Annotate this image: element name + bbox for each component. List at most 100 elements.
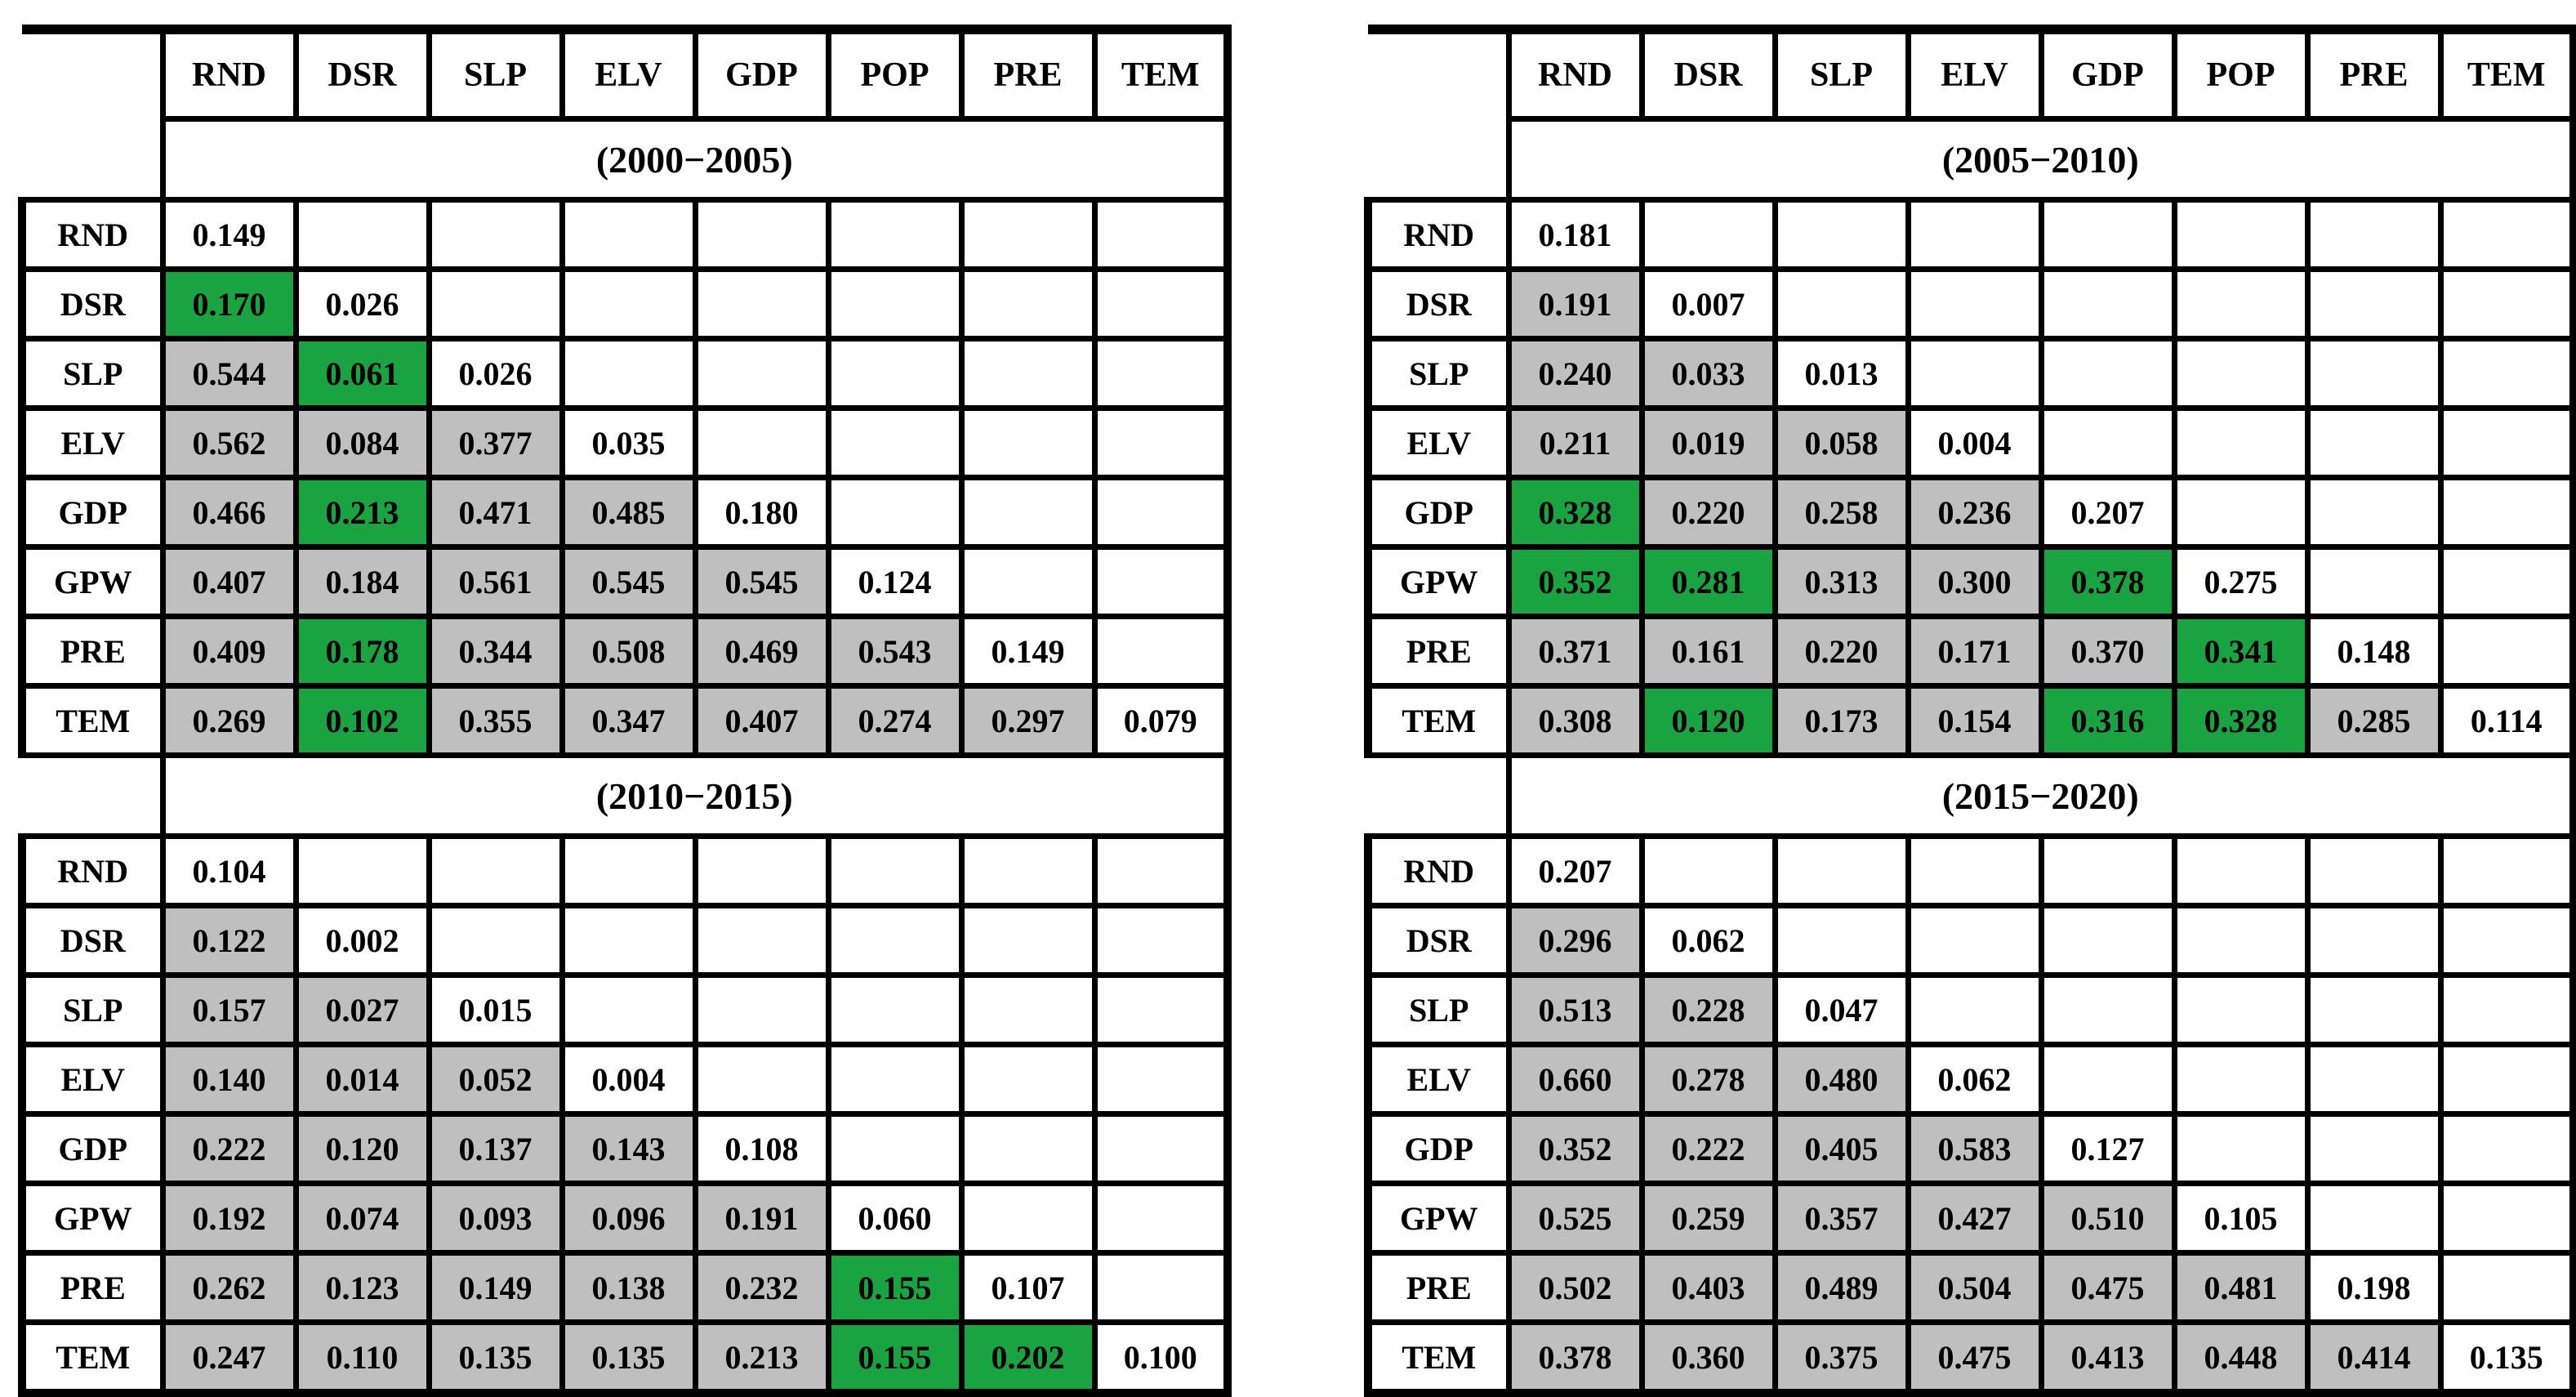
row-label-ELV: ELV — [18, 1042, 166, 1117]
row-label-DSR: DSR — [1364, 266, 1512, 341]
empty-cell-DSR-PRE — [958, 266, 1098, 341]
value-cell-TEM-DSR: 0.360 — [1638, 1319, 1778, 1397]
value-cell-TEM-ELV: 0.154 — [1905, 683, 2044, 758]
value-cell-TEM-TEM: 0.100 — [1091, 1319, 1232, 1397]
empty-cell-ELV-TEM — [1091, 1042, 1232, 1117]
empty-cell-GPW-PRE — [2304, 1181, 2444, 1256]
period-header: (2015−2020) — [1505, 752, 2576, 839]
value-cell-ELV-ELV: 0.035 — [559, 405, 698, 480]
value-cell-TEM-POP: 0.448 — [2171, 1319, 2311, 1397]
column-header-GDP: GDP — [692, 25, 831, 122]
corner-cell — [22, 25, 166, 119]
empty-cell-SLP-ELV — [1905, 336, 2044, 411]
value-cell-PRE-POP: 0.481 — [2171, 1250, 2311, 1325]
column-header-RND: RND — [159, 25, 299, 122]
empty-cell-RND-POP — [2171, 833, 2311, 908]
value-cell-SLP-DSR: 0.033 — [1638, 336, 1778, 411]
value-cell-GDP-SLP: 0.405 — [1772, 1111, 1911, 1186]
empty-cell-SLP-GDP — [692, 972, 831, 1047]
empty-cell-PRE-TEM — [2437, 614, 2576, 689]
row-label-SLP: SLP — [1364, 336, 1512, 411]
empty-cell-DSR-SLP — [1772, 903, 1911, 978]
value-cell-GPW-ELV: 0.545 — [559, 544, 698, 619]
empty-cell-DSR-PRE — [2304, 266, 2444, 341]
empty-cell-DSR-GDP — [2038, 266, 2177, 341]
value-cell-DSR-RND: 0.191 — [1505, 266, 1645, 341]
empty-cell-RND-ELV — [1905, 833, 2044, 908]
value-cell-SLP-RND: 0.240 — [1505, 336, 1645, 411]
empty-cell-ELV-GDP — [2038, 405, 2177, 480]
empty-cell-SLP-PRE — [958, 972, 1098, 1047]
empty-cell-RND-PRE — [2304, 197, 2444, 272]
value-cell-RND-RND: 0.104 — [159, 833, 299, 908]
corner-cell — [1368, 25, 1512, 119]
empty-cell-ELV-POP — [825, 405, 965, 480]
empty-cell-ELV-GDP — [692, 1042, 831, 1117]
column-header-GDP: GDP — [2038, 25, 2177, 122]
value-cell-ELV-RND: 0.660 — [1505, 1042, 1645, 1117]
empty-cell-DSR-GDP — [692, 903, 831, 978]
value-cell-PRE-POP: 0.341 — [2171, 614, 2311, 689]
row-label-ELV: ELV — [18, 405, 166, 480]
empty-cell-ELV-POP — [2171, 1042, 2311, 1117]
empty-cell-SLP-TEM — [2437, 972, 2576, 1047]
empty-cell-RND-PRE — [2304, 833, 2444, 908]
value-cell-PRE-RND: 0.371 — [1505, 614, 1645, 689]
row-label-PRE: PRE — [1364, 1250, 1512, 1325]
empty-cell-SLP-PRE — [2304, 336, 2444, 411]
empty-cell-DSR-GDP — [692, 266, 831, 341]
empty-cell-RND-GDP — [692, 833, 831, 908]
value-cell-TEM-PRE: 0.202 — [958, 1319, 1098, 1397]
value-cell-SLP-SLP: 0.015 — [426, 972, 565, 1047]
empty-cell-RND-DSR — [292, 197, 432, 272]
value-cell-PRE-GDP: 0.370 — [2038, 614, 2177, 689]
row-label-GPW: GPW — [18, 544, 166, 619]
row-label-RND: RND — [18, 833, 166, 908]
column-header-SLP: SLP — [1772, 25, 1911, 122]
value-cell-ELV-RND: 0.211 — [1505, 405, 1645, 480]
column-header-DSR: DSR — [1638, 25, 1778, 122]
row-label-SLP: SLP — [18, 336, 166, 411]
value-cell-GPW-DSR: 0.074 — [292, 1181, 432, 1256]
row-label-GDP: GDP — [18, 1111, 166, 1186]
value-cell-TEM-DSR: 0.120 — [1638, 683, 1778, 758]
row-label-GDP: GDP — [18, 475, 166, 550]
value-cell-SLP-DSR: 0.228 — [1638, 972, 1778, 1047]
value-cell-DSR-RND: 0.122 — [159, 903, 299, 978]
empty-cell-GDP-PRE — [2304, 1111, 2444, 1186]
empty-cell-GDP-TEM — [1091, 475, 1232, 550]
value-cell-TEM-TEM: 0.079 — [1091, 683, 1232, 758]
value-cell-ELV-ELV: 0.004 — [1905, 405, 2044, 480]
column-header-POP: POP — [825, 25, 965, 122]
value-cell-GPW-POP: 0.124 — [825, 544, 965, 619]
empty-cell-RND-DSR — [1638, 197, 1778, 272]
empty-cell-SLP-POP — [2171, 336, 2311, 411]
empty-cell-RND-POP — [825, 197, 965, 272]
empty-cell-DSR-ELV — [1905, 266, 2044, 341]
value-cell-PRE-SLP: 0.344 — [426, 614, 565, 689]
value-cell-GDP-GDP: 0.108 — [692, 1111, 831, 1186]
empty-cell-DSR-TEM — [2437, 903, 2576, 978]
column-header-RND: RND — [1505, 25, 1645, 122]
value-cell-GPW-DSR: 0.184 — [292, 544, 432, 619]
value-cell-DSR-RND: 0.170 — [159, 266, 299, 341]
empty-cell-DSR-SLP — [426, 903, 565, 978]
row-label-GPW: GPW — [18, 1181, 166, 1256]
empty-cell-SLP-ELV — [1905, 972, 2044, 1047]
empty-cell-SLP-PRE — [2304, 972, 2444, 1047]
empty-cell-ELV-PRE — [958, 405, 1098, 480]
value-cell-PRE-RND: 0.502 — [1505, 1250, 1645, 1325]
value-cell-GPW-SLP: 0.313 — [1772, 544, 1911, 619]
row-label-TEM: TEM — [18, 1319, 166, 1397]
value-cell-GDP-ELV: 0.236 — [1905, 475, 2044, 550]
empty-cell-PRE-TEM — [2437, 1250, 2576, 1325]
value-cell-GPW-SLP: 0.357 — [1772, 1181, 1911, 1256]
value-cell-TEM-POP: 0.328 — [2171, 683, 2311, 758]
empty-cell-GPW-TEM — [2437, 544, 2576, 619]
empty-cell-ELV-POP — [2171, 405, 2311, 480]
empty-cell-ELV-PRE — [958, 1042, 1098, 1117]
empty-cell-RND-GDP — [692, 197, 831, 272]
value-cell-ELV-SLP: 0.377 — [426, 405, 565, 480]
value-cell-GDP-RND: 0.328 — [1505, 475, 1645, 550]
